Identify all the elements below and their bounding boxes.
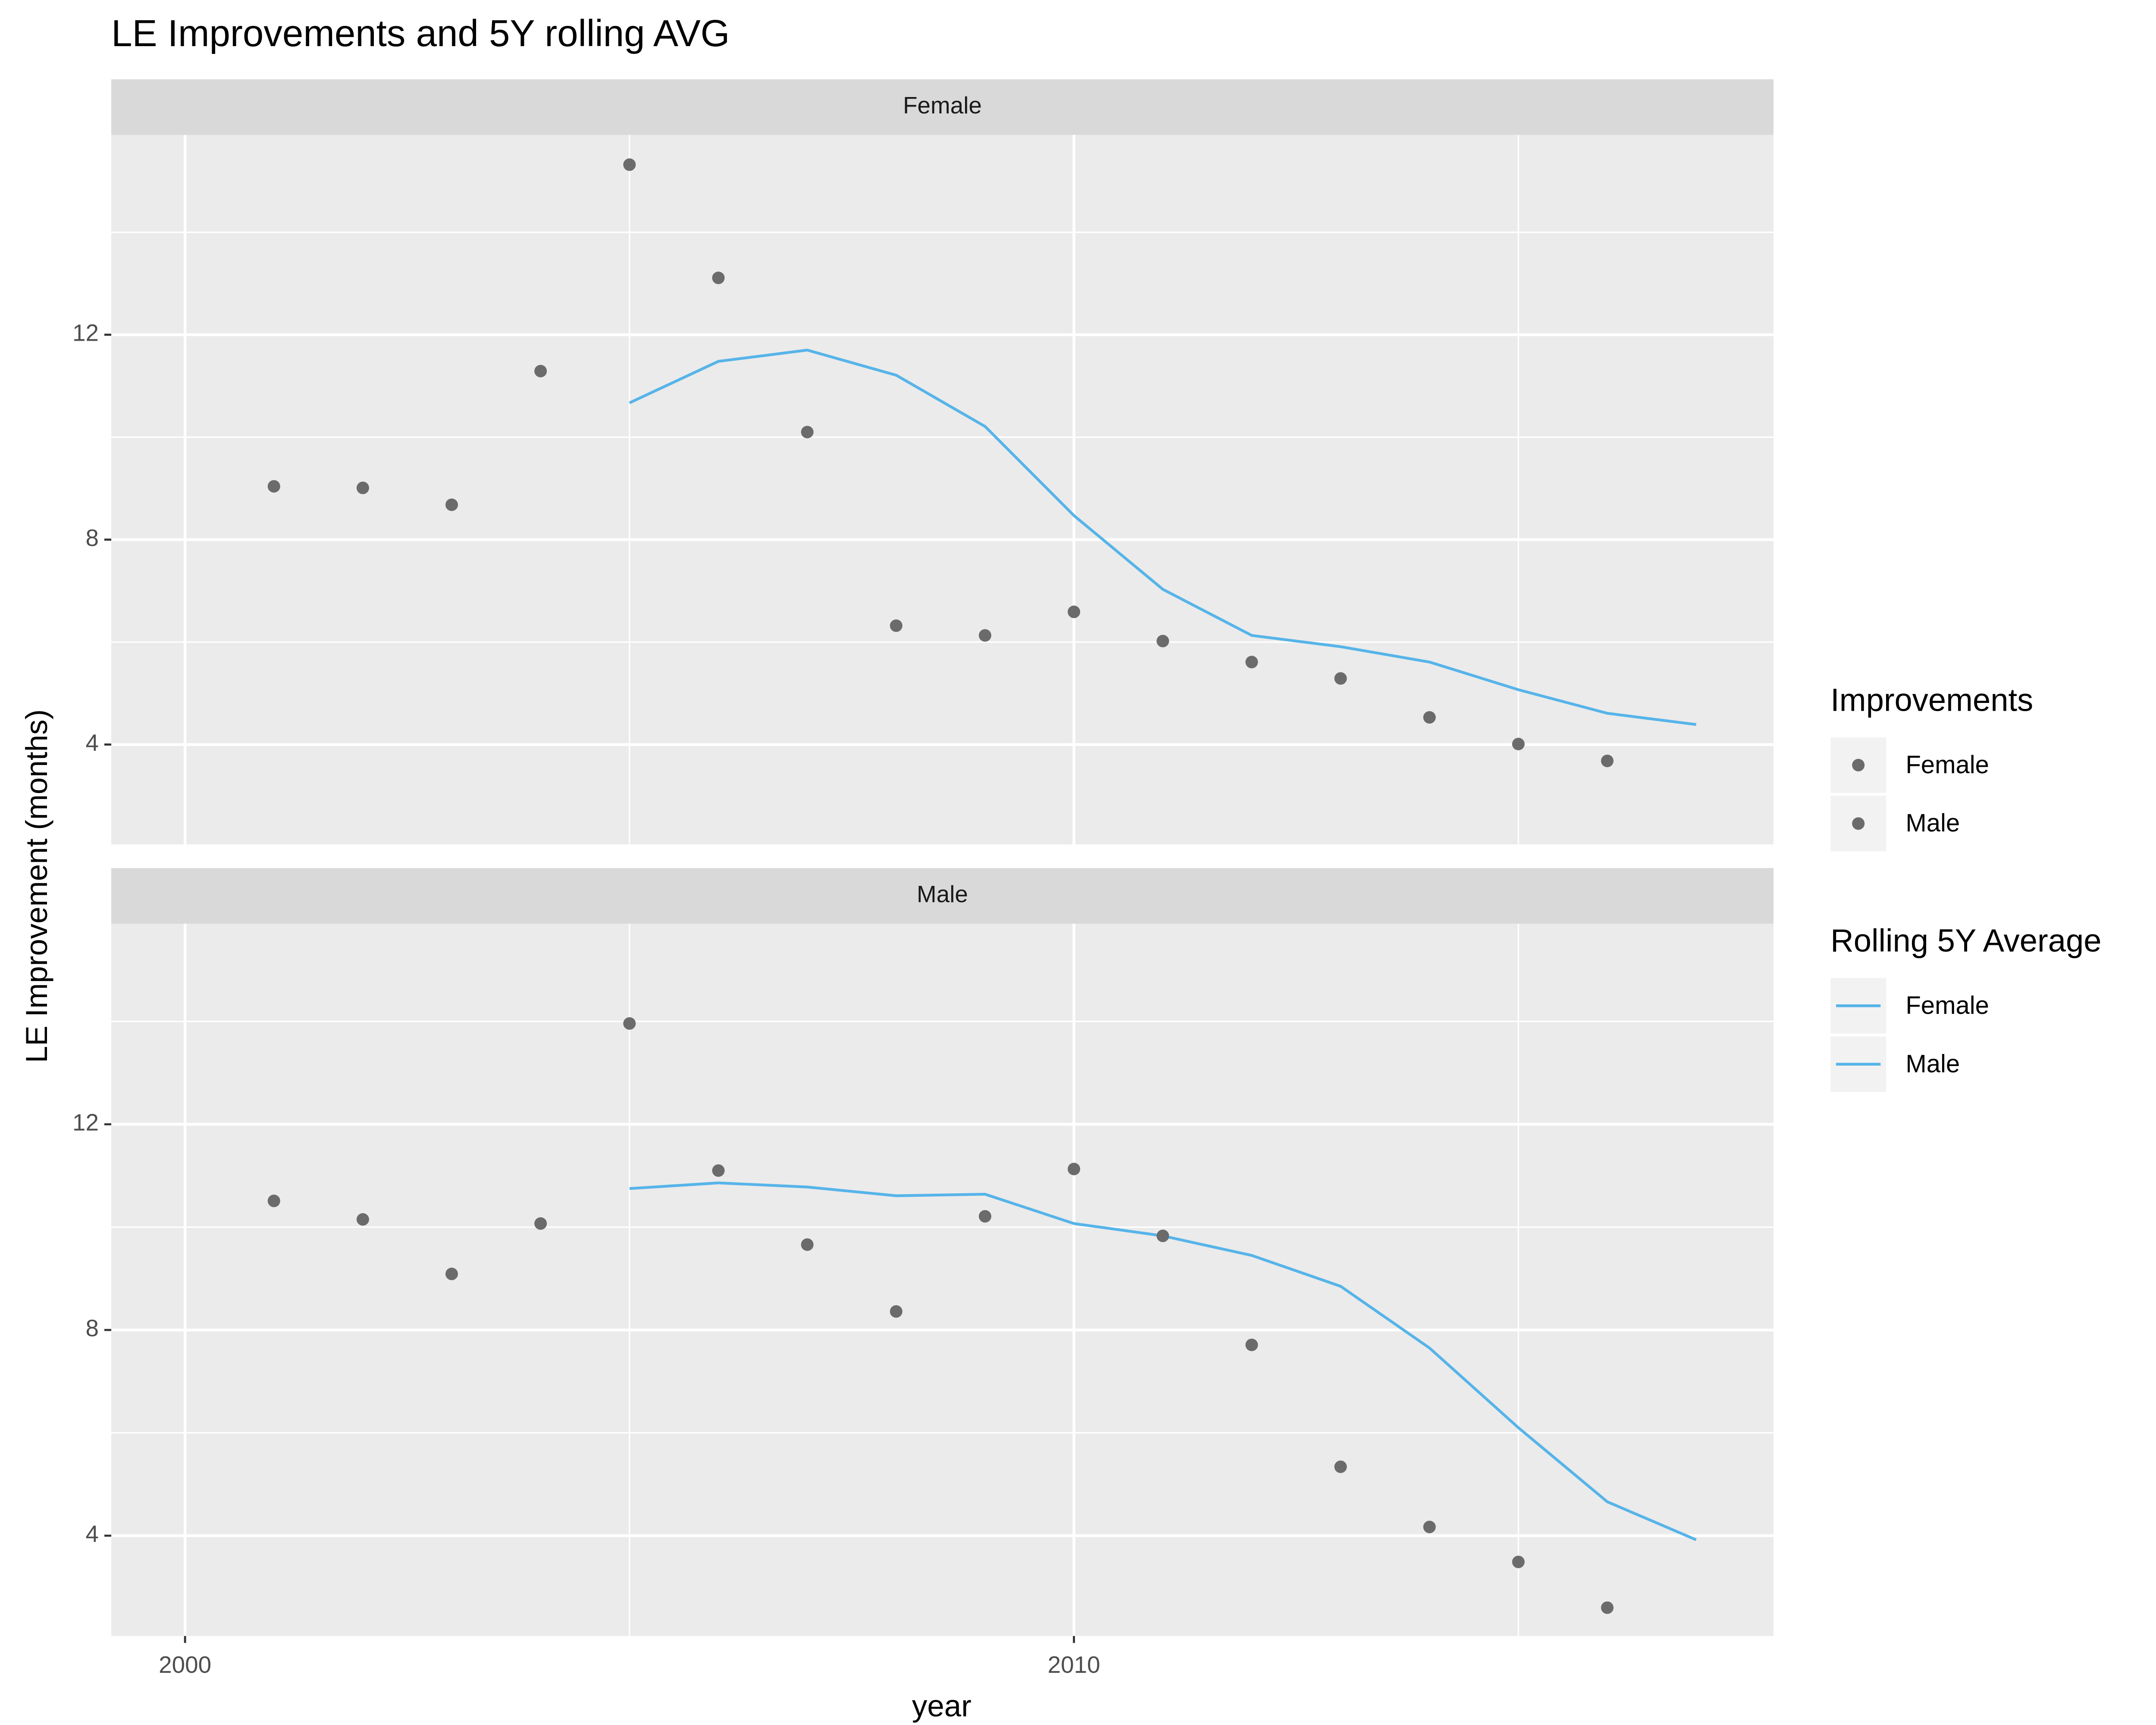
point: [1245, 1339, 1258, 1352]
legend-label: Male: [1905, 1050, 1960, 1078]
point: [356, 481, 369, 494]
y-axis-label: LE Improvement (months): [20, 709, 54, 1063]
strip-label: Female: [903, 92, 982, 119]
strip: [111, 79, 1774, 135]
point: [1423, 711, 1436, 724]
y-tick-label: 12: [72, 320, 99, 346]
point: [356, 1213, 369, 1226]
point: [534, 364, 547, 378]
point: [445, 499, 458, 511]
point: [712, 271, 725, 284]
panel-bg: [111, 135, 1774, 845]
x-axis-label: year: [912, 1689, 971, 1723]
legend-title: Rolling 5Y Average: [1830, 923, 2101, 959]
legend-title: Improvements: [1830, 682, 2033, 718]
point: [801, 1238, 814, 1251]
point: [712, 1164, 725, 1177]
y-tick-label: 4: [86, 1520, 99, 1547]
point: [623, 1017, 636, 1030]
rolling-average-line: [629, 348, 1696, 726]
point: [890, 1305, 903, 1318]
chart-title: LE Improvements and 5Y rolling AVG: [111, 13, 730, 54]
strip-label: Male: [917, 881, 968, 907]
point: [890, 619, 903, 632]
point: [978, 1210, 991, 1223]
point: [1601, 1601, 1614, 1614]
legend-point: [1852, 817, 1865, 830]
point: [978, 629, 991, 642]
point: [1156, 1229, 1169, 1242]
y-tick-label: 12: [72, 1109, 99, 1135]
point: [445, 1267, 458, 1280]
point: [1156, 634, 1169, 648]
point: [1512, 1556, 1525, 1568]
point: [534, 1217, 547, 1230]
point: [801, 426, 814, 439]
x-tick-label: 2000: [159, 1651, 211, 1678]
legend-label: Female: [1905, 751, 1989, 779]
legend-label: Female: [1905, 991, 1989, 1019]
point: [267, 480, 280, 493]
point: [1068, 605, 1081, 618]
x-tick-label: 2010: [1048, 1651, 1100, 1678]
point: [1512, 737, 1525, 750]
point: [1334, 1460, 1347, 1473]
point: [1334, 672, 1347, 685]
point: [623, 158, 636, 171]
point: [267, 1195, 280, 1208]
strip: [111, 868, 1774, 924]
legend-label: Male: [1905, 809, 1960, 837]
y-tick-label: 8: [86, 1314, 99, 1341]
point: [1068, 1163, 1081, 1176]
panel-bg: [111, 923, 1774, 1636]
y-tick-label: 4: [86, 729, 99, 756]
point: [1245, 656, 1258, 668]
point: [1423, 1521, 1436, 1534]
y-tick-label: 8: [86, 524, 99, 551]
legend-point: [1852, 759, 1865, 772]
point: [1601, 754, 1614, 767]
